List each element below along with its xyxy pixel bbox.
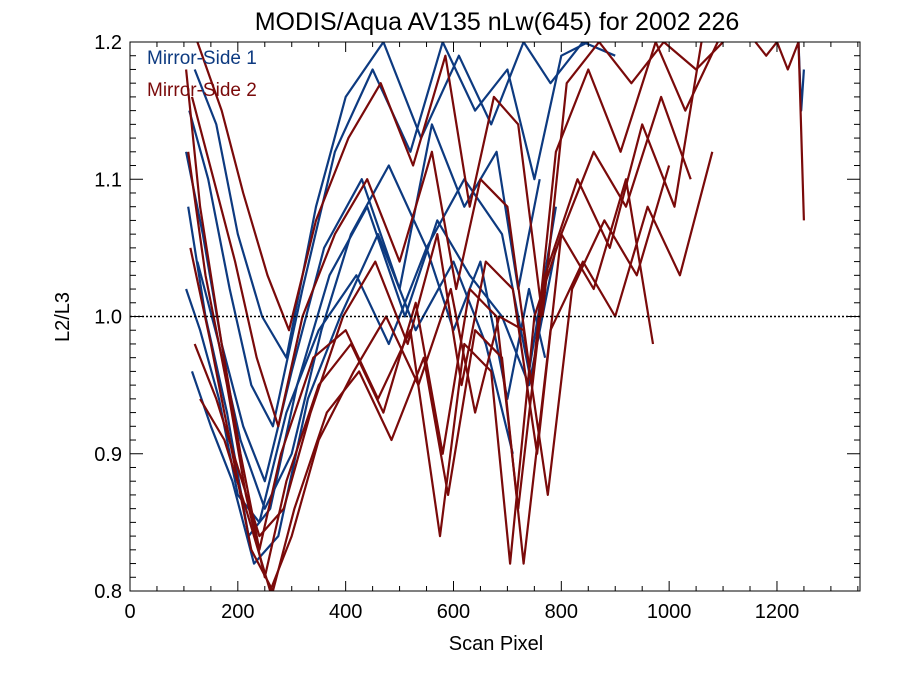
y-tick-label: 0.8: [94, 581, 122, 603]
legend-entry-mirror-side-2: Mirror-Side 2: [147, 80, 257, 101]
axis-ticks: 0 200 400 600 800 1000 1200 0.8 0.9 1.0 1.1 1.2: [94, 32, 860, 623]
legend-entry-mirror-side-1: Mirror-Side 1: [147, 48, 257, 69]
series-line-ms1-5: [193, 42, 616, 359]
series-line-ms1-6: [196, 164, 557, 510]
x-axis-label: Scan Pixel: [449, 633, 544, 655]
series-line-ms2-13: [196, 42, 724, 332]
series-line-ms1-1: [185, 123, 541, 483]
y-tick-label: 1.1: [94, 169, 122, 191]
y-tick-label: 1.0: [94, 307, 122, 329]
x-tick-label: 200: [221, 601, 254, 623]
legend: Mirror-Side 1 Mirror-Side 2: [147, 48, 257, 101]
series-line-ms1-3: [188, 42, 589, 428]
series-line-ms2-9: [187, 42, 703, 579]
y-tick-label: 0.9: [94, 444, 122, 466]
series-line-ms2-11: [190, 42, 719, 428]
x-tick-label: 1000: [647, 601, 692, 623]
y-axis-label: L2/L3: [52, 292, 74, 342]
series-layer: [185, 42, 805, 591]
x-tick-label: 800: [545, 601, 578, 623]
chart-title: MODIS/Aqua AV135 nLw(645) for 2002 226: [255, 8, 740, 36]
y-tick-label: 1.2: [94, 32, 122, 54]
x-tick-label: 400: [329, 601, 362, 623]
x-tick-label: 600: [437, 601, 470, 623]
series-line-ms2-12: [193, 95, 692, 538]
series-line-ms2-15: [754, 42, 805, 221]
x-tick-label: 1200: [755, 601, 800, 623]
series-line-ms2-14: [199, 165, 671, 591]
series-line-ms2-10: [189, 151, 714, 591]
x-tick-label: 0: [124, 601, 135, 623]
